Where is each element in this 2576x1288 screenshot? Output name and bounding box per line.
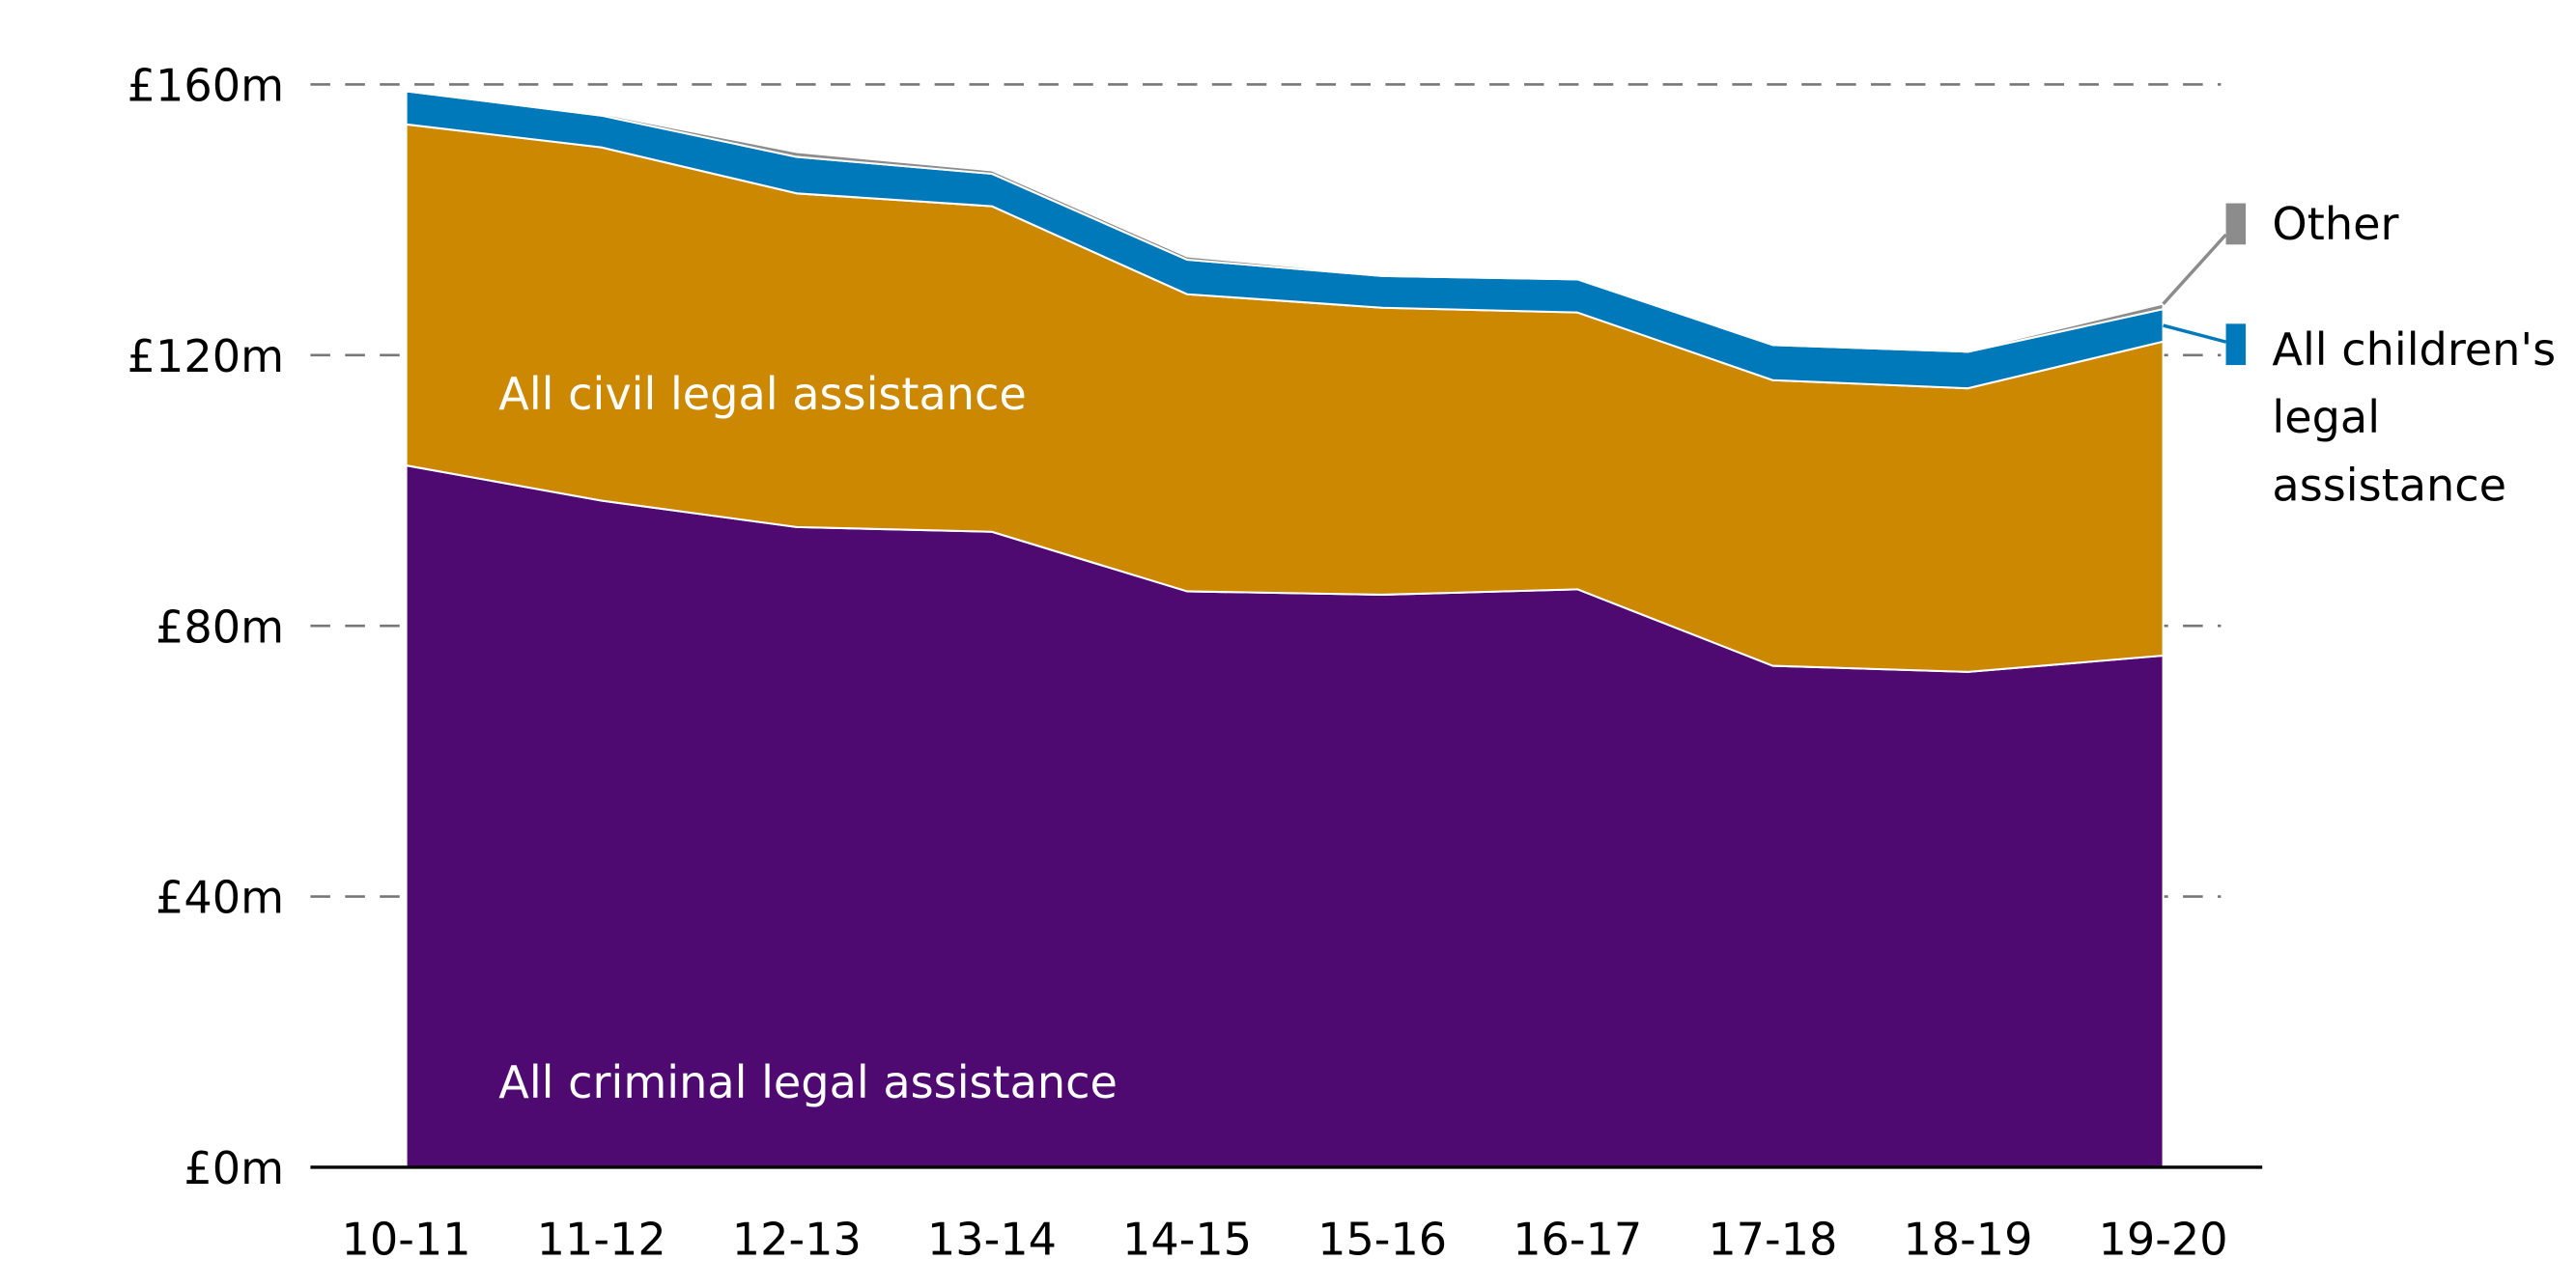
- y-tick-label: £0m: [184, 1142, 284, 1194]
- x-tick-label: 14-15: [1122, 1214, 1252, 1266]
- x-tick-label: 18-19: [1903, 1214, 2032, 1266]
- leader-other: [2162, 233, 2227, 305]
- x-tick-label: 19-20: [2099, 1214, 2228, 1266]
- legend-marker-other: [2225, 203, 2247, 245]
- x-tick-label: 13-14: [927, 1214, 1057, 1266]
- x-tick-label: 15-16: [1317, 1214, 1447, 1266]
- x-tick-label: 11-12: [537, 1214, 666, 1266]
- legend-label-children-1: All children's: [2272, 323, 2556, 376]
- x-axis-ticks: 10-11 11-12 12-13 13-14 14-15 15-16 16-17 17-18…: [342, 1214, 2228, 1266]
- x-tick-label: 16-17: [1513, 1214, 1642, 1266]
- legend-marker-children: [2225, 323, 2247, 366]
- y-tick-label: £160m: [127, 60, 284, 112]
- areas: [405, 89, 2165, 1168]
- y-tick-label: £120m: [127, 330, 284, 382]
- label-civil: All civil legal assistance: [498, 368, 1027, 420]
- legend-label-children-2: legal: [2272, 391, 2380, 443]
- leader-children: [2163, 323, 2226, 344]
- y-tick-label: £40m: [156, 872, 284, 924]
- y-tick-label: £80m: [156, 601, 284, 653]
- x-tick-label: 10-11: [342, 1214, 471, 1266]
- x-tick-label: 12-13: [732, 1214, 862, 1266]
- area-other: [405, 89, 2165, 353]
- y-axis-ticks: £0m £40m £80m £120m £160m: [127, 60, 284, 1195]
- label-criminal: All criminal legal assistance: [498, 1056, 1118, 1108]
- legend: Other All children's legal assistance: [2162, 198, 2556, 511]
- legend-label-children-3: assistance: [2272, 459, 2506, 511]
- legend-label-other: Other: [2272, 198, 2398, 250]
- x-tick-label: 17-18: [1708, 1214, 1837, 1266]
